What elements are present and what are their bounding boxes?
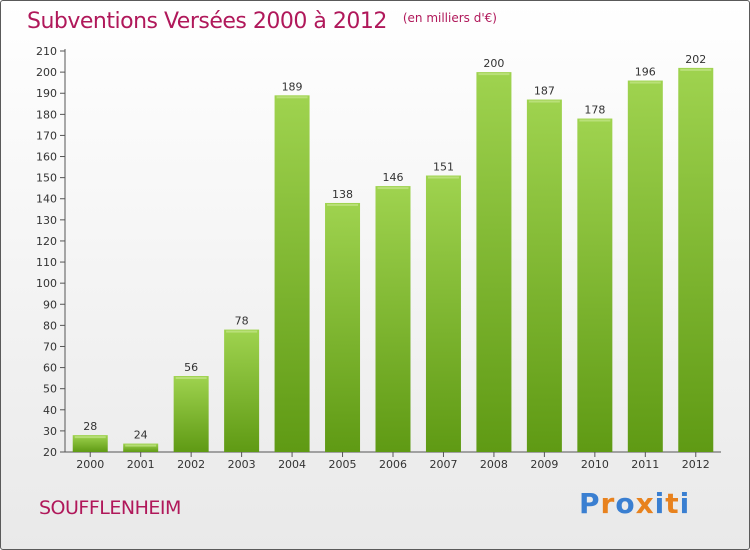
bar-highlight xyxy=(175,377,207,380)
value-label: 28 xyxy=(83,420,97,433)
x-tick-label: 2001 xyxy=(127,458,155,471)
value-label: 187 xyxy=(534,85,555,98)
logo-letter: o xyxy=(615,487,636,520)
bar xyxy=(678,67,714,452)
y-tick-label: 60 xyxy=(43,362,57,375)
bar-highlight xyxy=(226,330,258,333)
bar-highlight xyxy=(680,68,712,71)
x-tick-label: 2007 xyxy=(429,458,457,471)
value-label: 189 xyxy=(282,80,303,93)
y-tick-label: 20 xyxy=(43,446,57,459)
logo-letter: P xyxy=(579,487,601,520)
commune-name: SOUFFLENHEIM xyxy=(39,497,181,519)
y-tick-label: 180 xyxy=(36,108,57,121)
bar-highlight xyxy=(629,81,661,84)
y-tick-label: 160 xyxy=(36,151,57,164)
title-block: Subventions Versées 2000 à 2012 (en milli… xyxy=(27,9,497,34)
bar xyxy=(274,95,310,453)
value-label: 196 xyxy=(635,66,656,79)
y-tick-label: 210 xyxy=(36,45,57,58)
y-tick-label: 170 xyxy=(36,129,57,142)
bar xyxy=(526,99,562,452)
value-label: 178 xyxy=(584,104,605,117)
bar xyxy=(375,186,411,453)
bar-highlight xyxy=(478,73,510,76)
y-tick-label: 140 xyxy=(36,193,57,206)
value-label: 24 xyxy=(134,429,148,442)
bar-highlight xyxy=(327,203,359,206)
x-tick-label: 2011 xyxy=(631,458,659,471)
y-tick-label: 100 xyxy=(36,277,57,290)
y-tick-label: 110 xyxy=(36,256,57,269)
y-tick-label: 80 xyxy=(43,319,57,332)
x-tick-label: 2005 xyxy=(329,458,357,471)
x-tick-label: 2002 xyxy=(177,458,205,471)
y-tick-label: 190 xyxy=(36,87,57,100)
y-tick-label: 120 xyxy=(36,235,57,248)
value-label: 146 xyxy=(383,171,404,184)
bar-highlight xyxy=(528,100,560,103)
logo-letter: t xyxy=(665,487,680,520)
chart-title: Subventions Versées 2000 à 2012 xyxy=(27,9,387,34)
logo-letter: i xyxy=(654,487,666,520)
x-tick-label: 2008 xyxy=(480,458,508,471)
y-tick-label: 50 xyxy=(43,383,57,396)
bar xyxy=(425,175,461,452)
value-label: 202 xyxy=(685,53,706,66)
value-label: 138 xyxy=(332,188,353,201)
logo-letter: x xyxy=(635,487,655,520)
logo-letter: r xyxy=(600,487,616,520)
x-tick-label: 2006 xyxy=(379,458,407,471)
bar xyxy=(325,202,361,452)
value-label: 78 xyxy=(235,315,249,328)
y-tick-label: 30 xyxy=(43,425,57,438)
x-tick-label: 2000 xyxy=(76,458,104,471)
y-tick-label: 90 xyxy=(43,298,57,311)
x-tick-label: 2003 xyxy=(228,458,256,471)
bar xyxy=(577,118,613,453)
y-tick-label: 130 xyxy=(36,214,57,227)
bar xyxy=(476,72,512,453)
y-tick-label: 150 xyxy=(36,172,57,185)
x-tick-label: 2009 xyxy=(530,458,558,471)
x-tick-label: 2010 xyxy=(581,458,609,471)
bar-highlight xyxy=(377,187,409,190)
bar-highlight xyxy=(579,119,611,122)
bar xyxy=(123,443,159,452)
value-label: 151 xyxy=(433,161,454,174)
proxiti-logo[interactable]: Proxiti xyxy=(579,487,690,520)
bar xyxy=(173,376,209,452)
bar-highlight xyxy=(276,96,308,99)
bar xyxy=(224,329,260,452)
logo-letter: i xyxy=(679,487,691,520)
x-tick-label: 2004 xyxy=(278,458,306,471)
bar xyxy=(72,435,108,452)
value-label: 56 xyxy=(184,361,198,374)
y-tick-label: 200 xyxy=(36,66,57,79)
y-tick-label: 70 xyxy=(43,340,57,353)
bar-highlight xyxy=(125,444,157,447)
chart-subtitle: (en milliers d'€) xyxy=(402,11,497,25)
x-tick-label: 2012 xyxy=(682,458,710,471)
bar-highlight xyxy=(74,436,106,439)
value-label: 200 xyxy=(483,57,504,70)
bar xyxy=(627,80,663,453)
bar-highlight xyxy=(427,176,459,179)
y-tick-label: 40 xyxy=(43,404,57,417)
